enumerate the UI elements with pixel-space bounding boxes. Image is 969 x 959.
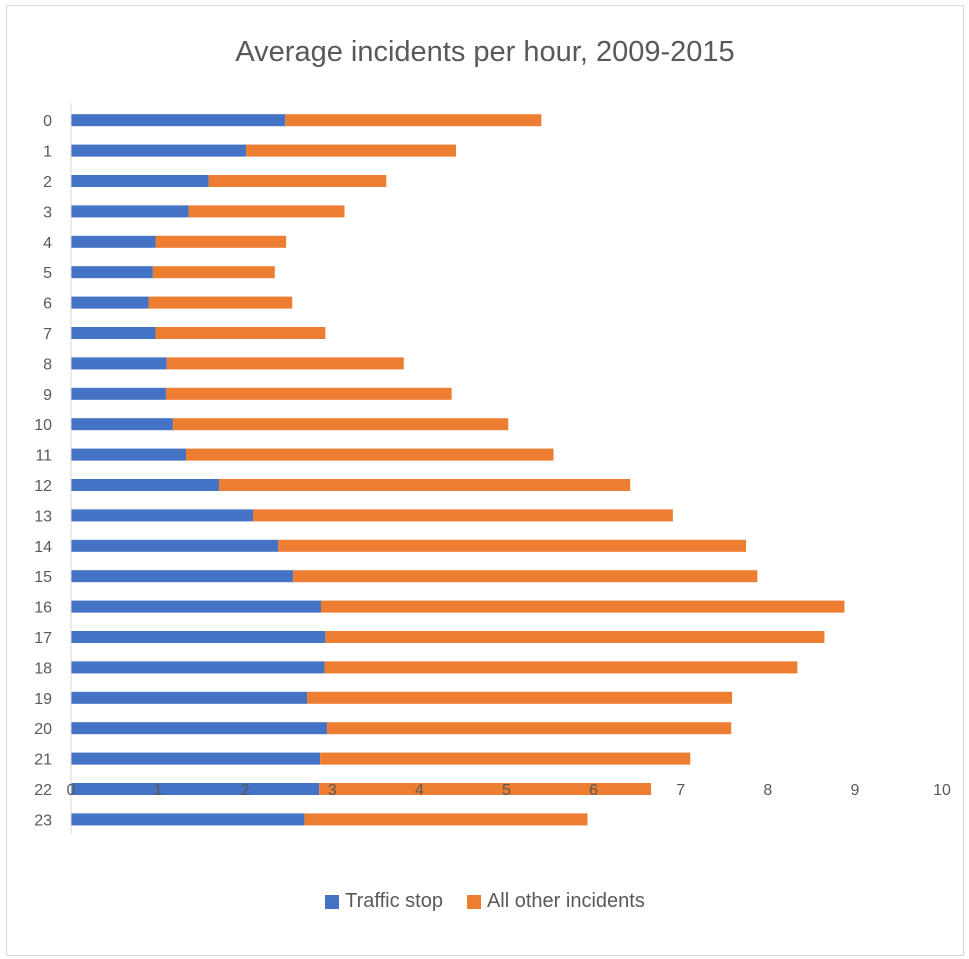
legend-item-all-other-incidents: All other incidents [466, 890, 645, 913]
bar-all-other-incidents [324, 661, 798, 674]
bar-traffic-stop [71, 235, 156, 248]
y-tick-label: 10 [34, 417, 52, 434]
bar-all-other-incidents [304, 813, 588, 826]
bar-all-other-incidents [253, 509, 673, 522]
x-tick-label: 4 [415, 782, 424, 799]
x-tick-label: 0 [67, 782, 76, 799]
y-tick-label: 19 [34, 691, 52, 708]
bar-traffic-stop [71, 813, 305, 826]
y-tick-label: 18 [34, 660, 52, 677]
bar-traffic-stop [71, 600, 321, 613]
bar-all-other-incidents [320, 752, 691, 765]
y-tick-label: 7 [43, 326, 52, 343]
bar-all-other-incidents [319, 783, 652, 795]
bar-all-other-incidents [166, 357, 404, 370]
bar-traffic-stop [71, 783, 320, 795]
y-tick-label: 4 [43, 235, 52, 252]
y-tick-label: 8 [43, 356, 52, 373]
legend: Traffic stop All other incidents [7, 890, 963, 913]
y-tick-label: 20 [34, 721, 52, 738]
bar-traffic-stop [71, 266, 153, 279]
y-tick-label: 9 [43, 387, 52, 404]
y-tick-label: 5 [43, 265, 52, 282]
chart-frame: Average incidents per hour, 2009-2015 0 1… [6, 5, 964, 956]
bar-all-other-incidents [152, 266, 275, 279]
y-tick-label: 21 [34, 752, 52, 769]
x-tick-label: 7 [676, 782, 685, 799]
bar-traffic-stop [71, 418, 173, 431]
y-tick-label: 16 [34, 600, 52, 617]
y-tick-label: 17 [34, 630, 52, 647]
bar-all-other-incidents [155, 327, 326, 339]
y-tick-label: 3 [43, 204, 52, 221]
legend-label-traffic-stop: Traffic stop [345, 890, 443, 912]
bar-all-other-incidents [155, 235, 287, 248]
bar-all-other-incidents [327, 722, 732, 735]
bar-traffic-stop [71, 722, 328, 735]
bar-traffic-stop [71, 479, 220, 491]
legend-swatch-traffic-stop [325, 894, 340, 909]
bar-all-other-incidents [320, 600, 845, 613]
y-tick-label: 12 [34, 478, 52, 495]
bar-all-other-incidents [172, 418, 509, 431]
bar-all-other-incidents [325, 631, 825, 643]
x-tick-label: 6 [589, 782, 598, 799]
bar-traffic-stop [71, 114, 286, 127]
bar-traffic-stop [71, 631, 326, 643]
bar-traffic-stop [71, 387, 166, 400]
bar-traffic-stop [71, 539, 279, 552]
legend-item-traffic-stop: Traffic stop [325, 890, 443, 913]
bar-traffic-stop [71, 448, 186, 461]
bar-all-other-incidents [246, 144, 456, 157]
bar-all-other-incidents [307, 691, 733, 704]
bar-traffic-stop [71, 175, 209, 187]
bar-all-other-incidents [219, 479, 631, 491]
x-tick-label: 10 [933, 782, 951, 799]
x-tick-label: 2 [241, 782, 250, 799]
bar-traffic-stop [71, 357, 167, 370]
bar-traffic-stop [71, 752, 321, 765]
y-tick-label: 11 [35, 448, 52, 465]
y-tick-label: 2 [43, 174, 52, 191]
bar-all-other-incidents [165, 387, 452, 400]
y-tick-label: 23 [34, 812, 52, 829]
bar-traffic-stop [71, 661, 325, 674]
y-tick-label: 0 [43, 113, 52, 130]
legend-swatch-all-other-incidents [466, 894, 481, 909]
x-tick-label: 8 [763, 782, 772, 799]
bar-traffic-stop [71, 691, 308, 704]
bar-all-other-incidents [185, 448, 554, 461]
bar-all-other-incidents [278, 539, 747, 552]
y-tick-label: 13 [34, 508, 52, 525]
chart-title: Average incidents per hour, 2009-2015 [235, 36, 735, 68]
x-tick-label: 9 [850, 782, 859, 799]
y-tick-label: 22 [34, 782, 52, 799]
bar-all-other-incidents [293, 570, 758, 583]
y-tick-label: 15 [34, 569, 52, 586]
y-tick-label: 14 [34, 539, 52, 556]
x-tick-label: 1 [154, 782, 163, 799]
bar-traffic-stop [71, 509, 254, 522]
bar-all-other-incidents [188, 205, 345, 218]
y-tick-label: 1 [43, 144, 52, 161]
bar-all-other-incidents [148, 296, 293, 309]
bar-traffic-stop [71, 327, 156, 339]
bar-traffic-stop [71, 296, 149, 309]
y-tick-label: 6 [43, 296, 52, 313]
legend-label-all-other-incidents: All other incidents [486, 890, 645, 912]
x-tick-label: 5 [502, 782, 511, 799]
bar-traffic-stop [71, 570, 294, 583]
bar-all-other-incidents [285, 114, 542, 127]
x-tick-label: 3 [328, 782, 337, 799]
bar-traffic-stop [71, 205, 189, 218]
bar-traffic-stop [71, 144, 247, 157]
bar-all-other-incidents [208, 175, 387, 187]
